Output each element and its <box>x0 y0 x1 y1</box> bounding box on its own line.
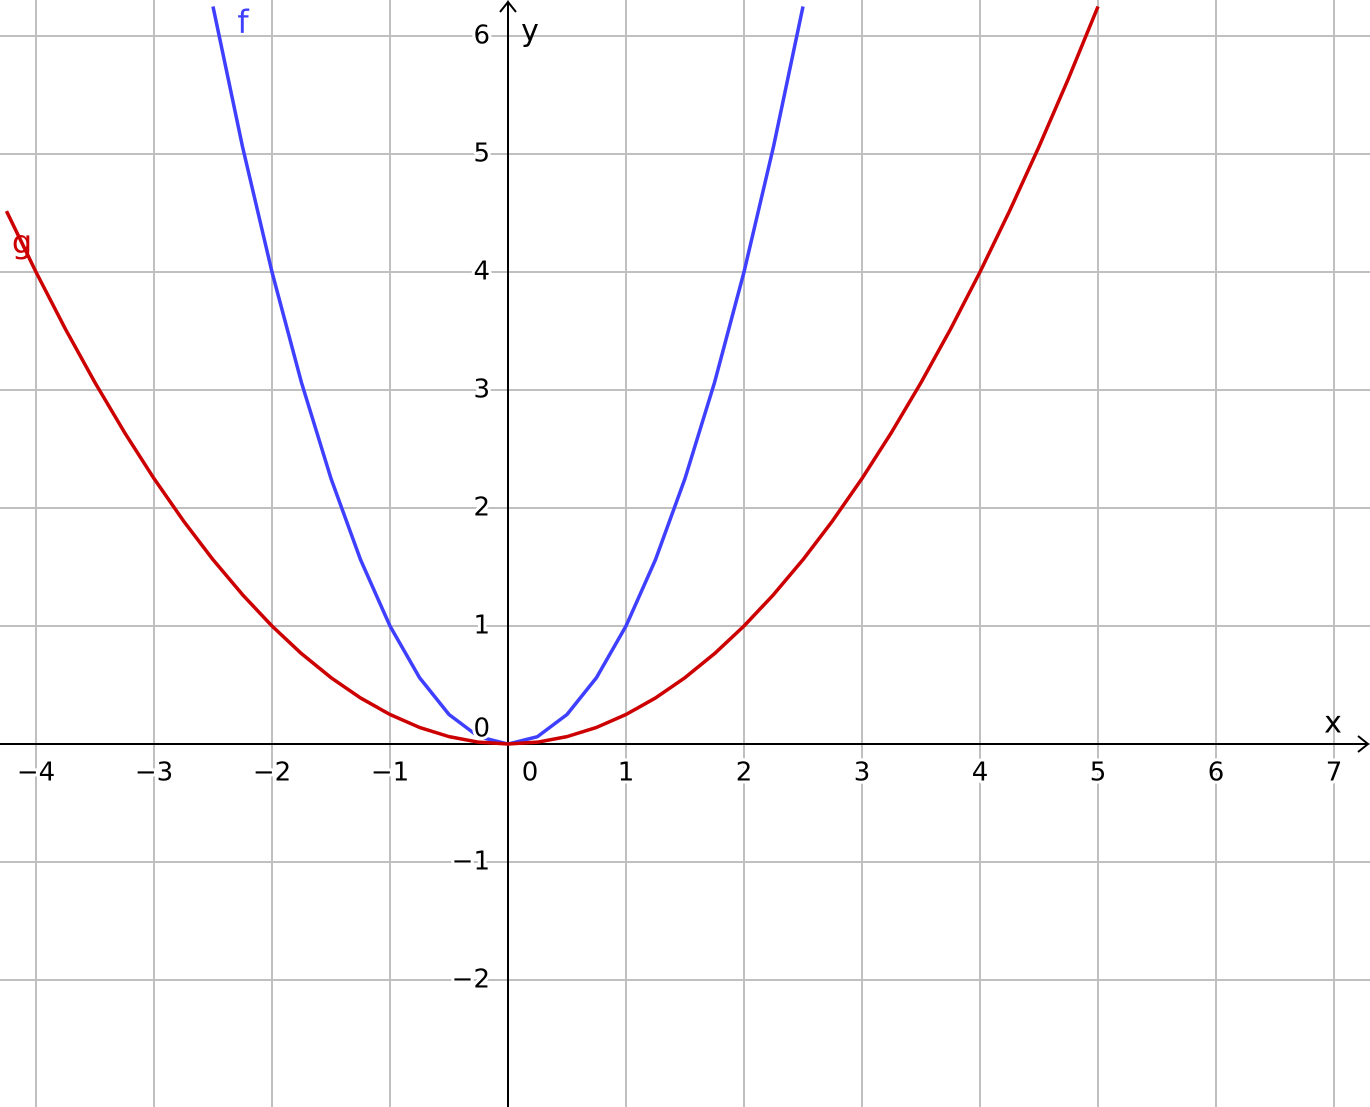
x-tick-label: 5 <box>1090 758 1107 788</box>
x-tick-label: 6 <box>1208 758 1225 788</box>
x-tick-label: −4 <box>17 758 55 788</box>
x-tick-label: −3 <box>135 758 173 788</box>
y-arrow <box>499 0 517 13</box>
curve <box>4 5 1100 746</box>
y-tick-label: 0 <box>473 714 490 744</box>
x-axis-label: x <box>1324 706 1342 741</box>
y-tick-label: 1 <box>473 611 490 641</box>
y-tick-label: 4 <box>473 257 490 287</box>
y-tick-label: 6 <box>473 20 490 50</box>
y-tick-label: −1 <box>452 847 490 877</box>
x-tick-label: 7 <box>1326 758 1343 788</box>
y-tick-label: 3 <box>473 375 490 405</box>
x-tick-label: 4 <box>972 758 989 788</box>
y-tick-label: 2 <box>473 493 490 523</box>
x-tick-label: 3 <box>854 758 871 788</box>
x-tick-label: 0 <box>522 758 539 788</box>
x-tick-label: 2 <box>736 758 753 788</box>
y-axis-label: y <box>521 14 539 49</box>
x-tick-label: 1 <box>618 758 635 788</box>
series-label: f <box>237 3 249 41</box>
x-tick-label: −2 <box>253 758 291 788</box>
x-arrow <box>1357 735 1370 753</box>
y-tick-label: −2 <box>452 965 490 995</box>
x-tick-label: −1 <box>371 758 409 788</box>
labels: x y f g −4 −3 −2 −1 0 1 2 3 4 5 6 7 −2 −1 0 1 2 3 4 5 6 <box>12 3 1345 998</box>
series-label: g <box>12 223 32 261</box>
y-tick-label: 5 <box>473 138 490 168</box>
curves <box>4 5 1100 746</box>
